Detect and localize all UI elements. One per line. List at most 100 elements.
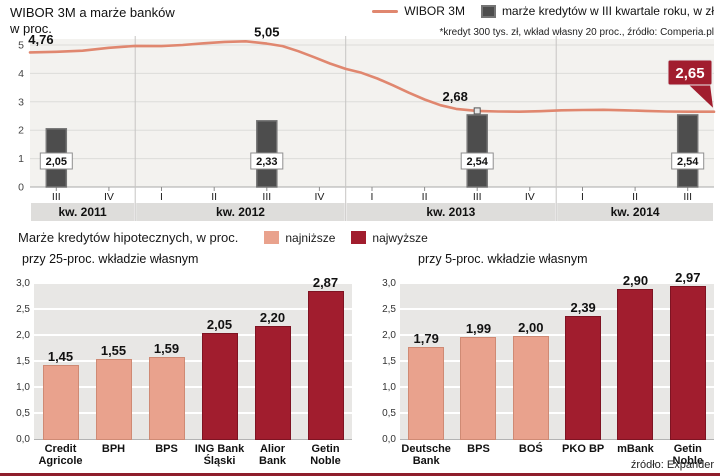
- year-band: [557, 203, 713, 221]
- year-label: kw. 2011: [58, 205, 107, 219]
- bar-value: 2,39: [570, 299, 596, 315]
- bar: [565, 315, 602, 440]
- gridline: [34, 412, 352, 414]
- gridline: [34, 386, 352, 388]
- bar: [617, 289, 654, 440]
- bar: [669, 285, 706, 440]
- bar-cell: 2,90: [609, 273, 661, 440]
- bar-cell: 1,55: [87, 343, 140, 440]
- bar-value: 1,59: [153, 341, 180, 357]
- y-axis-label: 1,0: [382, 382, 396, 393]
- bar-value: 2,05: [206, 317, 233, 333]
- bar-chart-25pct-downpayment: przy 25-proc. wkładzie własnym 0,0 0,5 1,0…: [4, 252, 354, 468]
- bar-cell: 1,45: [34, 349, 87, 440]
- bar-chart-5pct-downpayment: przy 5-proc. wkładzie własnym 0,0 0,5 1,0 1…: [370, 252, 716, 468]
- y-axis-label: 5: [18, 40, 24, 52]
- margin-value: 2,05: [46, 156, 67, 168]
- y-axis-label: 1,5: [382, 356, 396, 367]
- plot-background: [34, 284, 352, 440]
- y-axis-label: 0,0: [382, 434, 396, 445]
- legend-label-najwyzsze: najwyższe: [372, 230, 428, 245]
- year-band: [346, 203, 556, 221]
- gridline: [34, 439, 352, 440]
- bar-cell: 2,97: [662, 270, 714, 440]
- bar-cell: 2,00: [505, 320, 557, 440]
- margin-value: 2,54: [466, 156, 488, 168]
- bar-cell: 2,20: [246, 310, 299, 440]
- bar-value: 1,55: [100, 343, 127, 359]
- bars-group: 1,79 1,99 2,00 2,39 2,90 2,97: [400, 270, 714, 440]
- bar-chart-plot: 0,0 0,5 1,0 1,5 2,0 2,5 3,0 1,45 1,55 1,59 2,05 2,2…: [4, 270, 354, 445]
- wibor-line-chart: 0 1 2 3 4 5 III IV I II III IV I II III IV I II III kw. 201…: [0, 25, 720, 226]
- y-axis-label: 1,0: [16, 382, 30, 393]
- gridline: [400, 334, 714, 336]
- legend-item-wibor: WIBOR 3M: [372, 4, 465, 18]
- legend-item-najwyzsze: najwyższe: [351, 230, 428, 245]
- bar-chart-labels: Deutsche Bank BPS BOŚ PKO BP mBank Getin Nobl…: [400, 443, 714, 468]
- bar-label: BPH: [101, 443, 126, 455]
- wibor-line-swatch: [372, 9, 399, 13]
- bar-value: 2,90: [622, 273, 649, 289]
- gridline: [400, 439, 714, 440]
- quarter-label: II: [211, 191, 217, 203]
- bar-cell: 2,39: [557, 300, 609, 440]
- bar-label: mBank: [617, 443, 654, 455]
- bar-label: BPS: [155, 443, 178, 455]
- year-label: kw. 2014: [611, 205, 660, 219]
- margin-bar: [466, 114, 488, 188]
- legend-label-marze: marże kredytów w III kwartale roku, w zł: [501, 4, 714, 18]
- y-axis-label: 4: [18, 68, 24, 80]
- gridline: [400, 386, 714, 388]
- legend-item-najnizsze: najniższe: [264, 231, 335, 245]
- quarter-label: IV: [104, 191, 114, 203]
- bar-cell: 2,87: [299, 275, 352, 440]
- margin-value: 2,33: [256, 156, 277, 168]
- y-axis-label: 0,5: [382, 408, 396, 419]
- point-marker: [473, 107, 481, 115]
- legend-label-najnizsze: najniższe: [285, 230, 336, 245]
- quarter-label: I: [371, 191, 374, 203]
- bottom-legend: najniższe najwyższe: [264, 230, 428, 245]
- bar: [512, 336, 549, 440]
- bar: [408, 346, 445, 440]
- bar-cell: 2,05: [193, 317, 246, 440]
- bar-cell: 1,79: [400, 331, 452, 440]
- gridline: [400, 412, 714, 414]
- point-label: 4,76: [28, 32, 53, 47]
- bar: [460, 336, 497, 440]
- quarter-label: III: [683, 191, 692, 203]
- gridline: [34, 334, 352, 336]
- gridline: [400, 308, 714, 310]
- y-axis-label: 0: [18, 182, 24, 194]
- bar-chart-subtitle: przy 25-proc. wkładzie własnym: [22, 252, 199, 266]
- bar-value: 2,00: [518, 320, 544, 335]
- margin-value-box: [460, 152, 494, 170]
- bars-group: 1,45 1,55 1,59 2,05 2,20 2,87: [34, 270, 352, 440]
- bottom-section-header: Marże kredytów hipotecznych, w proc. naj…: [18, 230, 428, 245]
- y-axis-label: 1,5: [16, 356, 30, 367]
- callout-value: 2,65: [675, 65, 704, 82]
- quarter-label: IV: [314, 191, 324, 203]
- wibor-line: [28, 40, 716, 113]
- gridline: [34, 308, 352, 310]
- quarter-label: I: [160, 191, 163, 203]
- plot-background: [400, 284, 714, 440]
- bar-value: 1,45: [47, 348, 74, 364]
- quarter-label: III: [262, 191, 271, 203]
- quarter-label: III: [473, 191, 482, 203]
- y-axis-label: 1: [18, 153, 24, 165]
- year-label: kw. 2012: [216, 205, 265, 219]
- y-axis-label: 0,0: [16, 434, 30, 445]
- bar-cell: 1,59: [140, 341, 193, 440]
- source-note: źródło: Expander: [630, 459, 714, 471]
- y-axis-label: 2,5: [16, 304, 30, 315]
- plot-background: [30, 39, 714, 187]
- bar-label: ING Bank Śląski: [194, 443, 245, 468]
- year-band: [31, 203, 135, 221]
- year-band: [136, 203, 345, 221]
- quarter-label: IV: [525, 191, 535, 203]
- najwyzsze-swatch: [351, 231, 367, 244]
- y-axis-label: 2: [18, 125, 24, 137]
